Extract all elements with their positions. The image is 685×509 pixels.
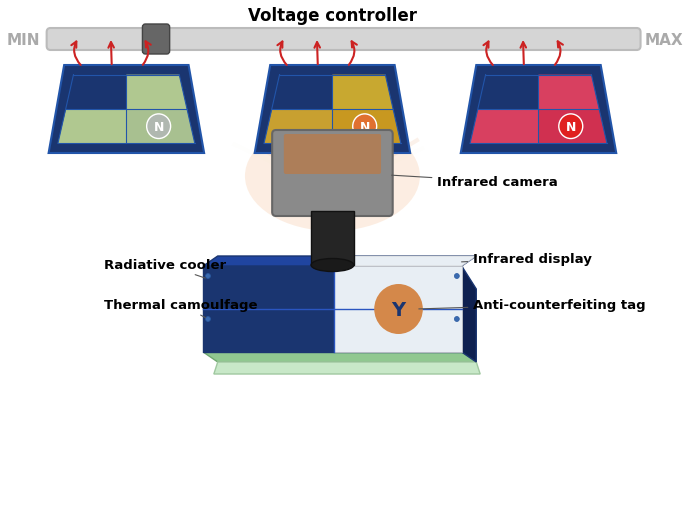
FancyBboxPatch shape <box>284 135 381 175</box>
Polygon shape <box>334 267 462 352</box>
Text: Infrared camera: Infrared camera <box>392 176 558 189</box>
Circle shape <box>147 115 171 139</box>
Text: Radiative cooler: Radiative cooler <box>104 259 226 278</box>
Text: N: N <box>566 121 576 133</box>
Polygon shape <box>334 257 476 267</box>
Polygon shape <box>462 267 476 362</box>
Polygon shape <box>461 66 616 154</box>
Polygon shape <box>203 267 462 352</box>
Polygon shape <box>272 75 332 110</box>
Circle shape <box>206 274 210 279</box>
Text: Infrared display: Infrared display <box>462 252 593 266</box>
Ellipse shape <box>311 259 354 272</box>
Circle shape <box>454 317 459 322</box>
Polygon shape <box>58 110 126 144</box>
Polygon shape <box>126 110 195 144</box>
Circle shape <box>353 115 377 139</box>
Circle shape <box>559 115 583 139</box>
Ellipse shape <box>245 122 420 232</box>
FancyBboxPatch shape <box>142 25 170 55</box>
Polygon shape <box>470 110 538 144</box>
Polygon shape <box>538 75 599 110</box>
Polygon shape <box>203 257 476 267</box>
Text: MAX: MAX <box>645 33 683 47</box>
Text: Voltage controller: Voltage controller <box>248 7 417 25</box>
Polygon shape <box>332 75 393 110</box>
Polygon shape <box>214 362 480 374</box>
Text: N: N <box>153 121 164 133</box>
Polygon shape <box>49 66 204 154</box>
Text: N: N <box>360 121 370 133</box>
Circle shape <box>374 285 423 334</box>
Text: Thermal camoulfage: Thermal camoulfage <box>104 298 258 318</box>
Polygon shape <box>538 110 607 144</box>
Bar <box>311 212 354 266</box>
Text: Y: Y <box>391 300 406 319</box>
Polygon shape <box>203 352 476 362</box>
Polygon shape <box>126 75 187 110</box>
Polygon shape <box>66 75 126 110</box>
Circle shape <box>206 317 210 322</box>
FancyBboxPatch shape <box>272 131 393 216</box>
Polygon shape <box>255 66 410 154</box>
FancyBboxPatch shape <box>47 29 640 51</box>
Polygon shape <box>478 75 538 110</box>
Circle shape <box>454 274 459 279</box>
Text: MIN: MIN <box>7 33 40 47</box>
Polygon shape <box>264 110 332 144</box>
Polygon shape <box>332 110 401 144</box>
Text: Anti-counterfeiting tag: Anti-counterfeiting tag <box>419 298 646 312</box>
